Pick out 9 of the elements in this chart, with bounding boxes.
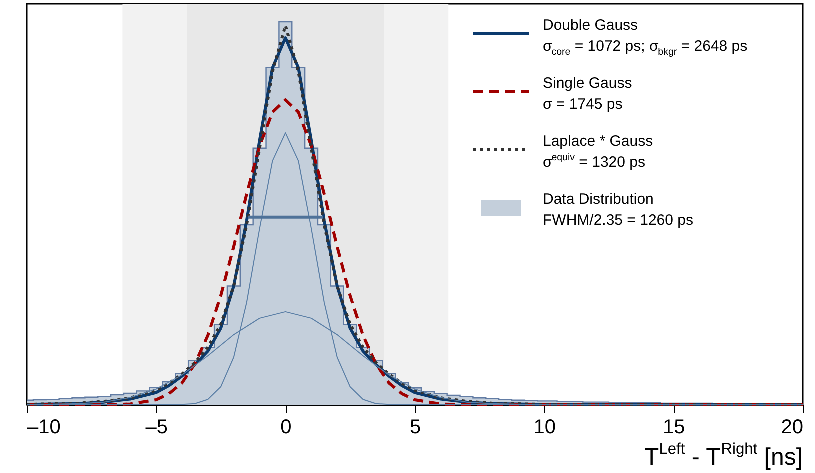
x-tick-label: –5	[146, 416, 168, 438]
legend-label: Data Distribution FWHM/2.35 = 1260 ps	[543, 191, 694, 229]
x-tick-label: 20	[781, 416, 804, 438]
x-tick-label: –10	[28, 416, 61, 438]
x-tick-label: 10	[534, 416, 556, 438]
x-tick-label: 0	[280, 416, 292, 438]
legend-label: Single Gauss σ = 1745 ps	[543, 75, 632, 113]
x-tick-label: 15	[663, 416, 686, 438]
x-tick-label: 5	[410, 416, 422, 438]
